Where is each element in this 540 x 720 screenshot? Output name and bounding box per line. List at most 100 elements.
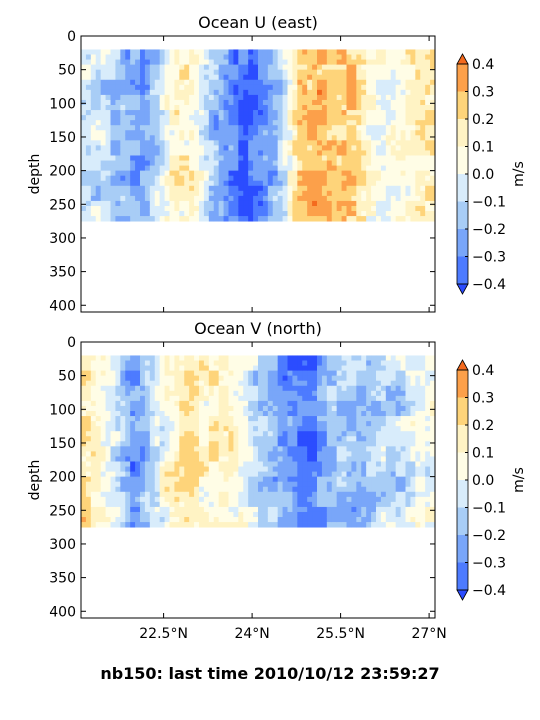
heatmap-cell <box>267 216 274 222</box>
heatmap-cell <box>130 84 136 91</box>
heatmap-cell <box>144 49 151 55</box>
heatmap-cell <box>380 436 387 442</box>
heatmap-cell <box>149 385 156 392</box>
heatmap-cell <box>282 426 288 432</box>
heatmap-cell <box>282 180 288 187</box>
heatmap-cell <box>331 165 338 172</box>
heatmap-cell <box>321 461 328 467</box>
heatmap-cell <box>100 451 106 457</box>
heatmap-cell <box>385 522 392 528</box>
heatmap-cell <box>405 74 411 81</box>
heatmap-cell <box>135 496 141 503</box>
heatmap-cell <box>376 165 382 172</box>
heatmap-cell <box>400 165 406 172</box>
colorbar-tick-label: −0.1 <box>472 195 506 211</box>
heatmap-cell <box>189 360 195 366</box>
heatmap-cell <box>110 69 116 76</box>
heatmap-cell <box>218 355 224 361</box>
heatmap-cell <box>385 110 392 116</box>
heatmap-cell <box>395 200 401 207</box>
heatmap-cell <box>189 165 195 172</box>
heatmap-cell <box>366 471 372 478</box>
heatmap-cell <box>341 390 347 397</box>
heatmap-cell <box>253 416 259 422</box>
heatmap-cell <box>140 195 146 202</box>
heatmap-cell <box>371 441 377 447</box>
heatmap-cell <box>415 395 421 402</box>
heatmap-cell <box>321 54 328 60</box>
heatmap-cell <box>243 481 249 488</box>
heatmap-cell <box>262 471 269 478</box>
heatmap-cell <box>307 380 313 387</box>
heatmap-cell <box>351 390 357 397</box>
heatmap-cell <box>410 216 416 222</box>
heatmap-cell <box>430 170 436 177</box>
heatmap-cell <box>95 145 102 151</box>
heatmap-cell <box>144 69 151 76</box>
heatmap-cell <box>135 130 141 136</box>
heatmap-cell <box>174 461 180 467</box>
heatmap-cell <box>203 105 210 111</box>
heatmap-cell <box>125 522 131 528</box>
heatmap-cell <box>321 120 328 126</box>
heatmap-cell <box>253 365 259 372</box>
heatmap-cell <box>218 94 224 101</box>
heatmap-cell <box>189 511 195 518</box>
heatmap-cell <box>415 471 421 478</box>
heatmap-cell <box>154 476 161 483</box>
heatmap-cell <box>115 74 121 81</box>
heatmap-cell <box>317 120 323 126</box>
heatmap-cell <box>267 135 274 141</box>
heatmap-cell <box>292 135 298 141</box>
heatmap-cell <box>81 461 87 467</box>
heatmap-cell <box>390 395 397 402</box>
heatmap-cell <box>238 69 244 76</box>
heatmap-cell <box>277 211 283 217</box>
heatmap-cell <box>351 365 357 372</box>
heatmap-cell <box>430 411 436 417</box>
heatmap-cell <box>174 140 180 146</box>
heatmap-cell <box>164 216 170 222</box>
heatmap-cell <box>336 355 342 361</box>
heatmap-cell <box>430 195 436 202</box>
heatmap-cell <box>287 74 293 81</box>
heatmap-cell <box>144 405 151 412</box>
heatmap-cell <box>95 140 102 146</box>
heatmap-cell <box>169 84 175 91</box>
heatmap-cell <box>336 94 342 101</box>
heatmap-cell <box>361 216 367 222</box>
heatmap-cell <box>95 431 102 437</box>
heatmap-cell <box>385 64 392 71</box>
heatmap-cell <box>282 511 288 518</box>
heatmap-cell <box>376 140 382 146</box>
heatmap-cell <box>100 74 106 81</box>
heatmap-cell <box>130 451 136 457</box>
heatmap-cell <box>307 405 313 412</box>
heatmap-cell <box>174 74 180 81</box>
heatmap-cell <box>213 94 220 101</box>
heatmap-cell <box>430 421 436 427</box>
heatmap-cell <box>105 496 111 503</box>
heatmap-cell <box>90 195 97 202</box>
heatmap-cell <box>184 211 190 217</box>
heatmap-cell <box>164 54 170 60</box>
heatmap-cell <box>425 355 431 361</box>
heatmap-cell <box>120 59 126 66</box>
heatmap-cell <box>415 375 421 382</box>
heatmap-cell <box>184 471 190 478</box>
heatmap-cell <box>341 365 347 372</box>
heatmap-cell <box>258 185 264 192</box>
heatmap-cell <box>223 94 229 101</box>
heatmap-cell <box>208 421 215 427</box>
heatmap-cell <box>184 170 190 177</box>
heatmap-cell <box>90 517 97 523</box>
heatmap-cell <box>159 216 165 222</box>
heatmap-cell <box>203 54 210 60</box>
heatmap-cell <box>430 99 436 106</box>
heatmap-cell <box>140 49 146 55</box>
heatmap-cell <box>228 486 234 493</box>
heatmap-cell <box>115 400 121 407</box>
heatmap-cell <box>297 94 303 101</box>
heatmap-cell <box>341 370 347 377</box>
heatmap-cell <box>361 491 367 498</box>
